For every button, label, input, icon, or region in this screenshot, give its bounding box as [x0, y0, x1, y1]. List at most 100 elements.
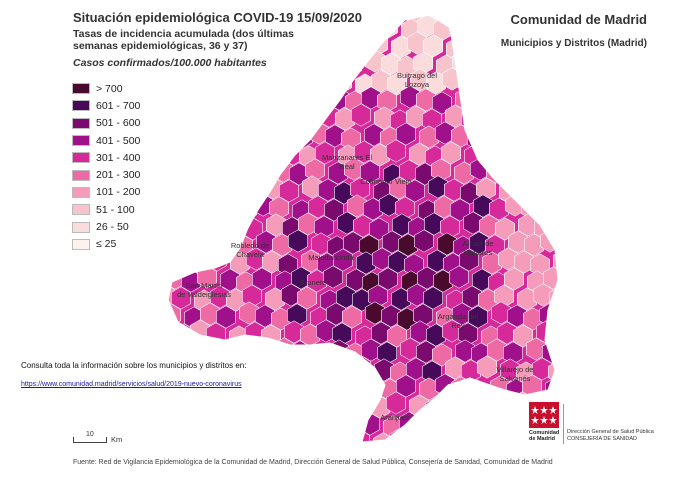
- municipality-area: [458, 15, 480, 20]
- municipality-area: [427, 175, 449, 199]
- municipality-area: [467, 53, 489, 77]
- municipality-area: [395, 374, 417, 398]
- legend-item: 51 - 100: [72, 201, 140, 218]
- municipality-area: [531, 357, 553, 381]
- municipality-area: [336, 211, 358, 235]
- municipality-area: [433, 195, 455, 219]
- municipality-area: [168, 320, 178, 344]
- legend-swatch: [72, 221, 90, 233]
- municipality-area: [269, 122, 291, 146]
- municipality-area: [426, 15, 448, 21]
- municipality-area: [203, 87, 223, 111]
- municipality-area: [168, 125, 187, 149]
- municipality-area: [387, 250, 409, 274]
- municipality-area: [471, 16, 493, 40]
- legend-swatch: [72, 186, 90, 198]
- municipality-area: [496, 69, 518, 93]
- municipality-area: [224, 429, 244, 442]
- municipality-area: [458, 248, 480, 272]
- municipality-area: [168, 431, 173, 442]
- legend-label: 301 - 400: [96, 151, 141, 164]
- municipality-area: [485, 412, 507, 436]
- municipality-area: [360, 86, 382, 110]
- municipality-area: [255, 230, 277, 254]
- municipality-area: [363, 123, 385, 147]
- municipality-area: [386, 72, 408, 96]
- municipality-area: [228, 392, 248, 416]
- municipality-area: [563, 233, 582, 255]
- legend-swatch: [72, 152, 90, 164]
- map-scope-label: Municipios y Distritos (Madrid): [500, 38, 647, 49]
- municipality-area: [172, 212, 192, 236]
- municipality-area: [346, 194, 368, 218]
- municipality-area: [416, 15, 438, 38]
- municipality-area: [256, 415, 278, 439]
- municipality-area: [350, 103, 372, 127]
- municipality-area: [278, 179, 300, 203]
- municipality-area: [540, 162, 558, 186]
- municipality-area: [386, 324, 408, 348]
- municipality-area: [385, 139, 407, 163]
- municipality-area: [513, 250, 535, 274]
- municipality-area: [238, 123, 259, 147]
- municipality-area: [453, 413, 475, 437]
- municipality-area: [461, 33, 483, 57]
- place-label: Brunete: [300, 278, 326, 287]
- municipality-area: [307, 195, 329, 219]
- municipality-area: [168, 414, 183, 438]
- municipality-area: [496, 321, 518, 345]
- municipality-area: [422, 286, 444, 310]
- municipality-area: [494, 217, 516, 241]
- municipality-area: [273, 85, 295, 109]
- municipality-area: [454, 339, 476, 363]
- municipality-area: [208, 433, 228, 442]
- municipality-area: [538, 51, 558, 75]
- municipality-area: [489, 123, 511, 147]
- place-label: Alcalá de Henares: [463, 239, 494, 257]
- municipality-area: [541, 88, 558, 112]
- municipality-area: [434, 121, 456, 145]
- municipality-area: [229, 73, 249, 97]
- place-label: Colmenar Viejo: [360, 177, 411, 186]
- municipality-area: [479, 392, 501, 416]
- municipality-area: [279, 105, 301, 129]
- municipality-area: [314, 141, 336, 165]
- municipality-area: [308, 373, 330, 397]
- municipality-area: [279, 357, 301, 381]
- info-link[interactable]: https://www.comunidad.madrid/servicios/s…: [21, 381, 242, 388]
- municipality-area: [486, 86, 508, 110]
- logo-divider: [563, 404, 564, 444]
- map-title: Situación epidemiológica COVID-19 15/09/…: [73, 10, 362, 25]
- municipality-area: [168, 105, 174, 129]
- municipality-area: [531, 105, 553, 129]
- municipality-area: [525, 85, 547, 109]
- municipality-area: [262, 428, 284, 442]
- municipality-area: [212, 144, 232, 168]
- municipality-area: [391, 213, 413, 237]
- legend-label: > 700: [96, 82, 123, 95]
- municipality-area: [174, 71, 194, 95]
- municipality-area: [551, 323, 558, 347]
- municipality-area: [551, 71, 558, 95]
- municipality-area: [337, 396, 359, 420]
- municipality-area: [248, 106, 269, 130]
- municipality-area: [413, 229, 435, 253]
- municipality-area: [220, 268, 240, 292]
- municipality-area: [201, 235, 221, 259]
- municipality-area: [436, 232, 458, 256]
- municipality-area: [263, 361, 285, 385]
- municipality-area: [381, 230, 403, 254]
- municipality-area: [387, 15, 409, 22]
- municipality-area: [248, 358, 269, 382]
- municipality-area: [173, 397, 193, 421]
- municipality-area: [259, 391, 281, 415]
- municipality-area: [301, 175, 323, 199]
- place-label: Aranjuez: [380, 413, 410, 422]
- municipality-area: [227, 214, 247, 238]
- municipality-area: [414, 414, 436, 438]
- municipality-area: [431, 91, 453, 115]
- municipality-area: [299, 71, 321, 95]
- municipality-area: [506, 304, 528, 328]
- municipality-area: [168, 199, 186, 223]
